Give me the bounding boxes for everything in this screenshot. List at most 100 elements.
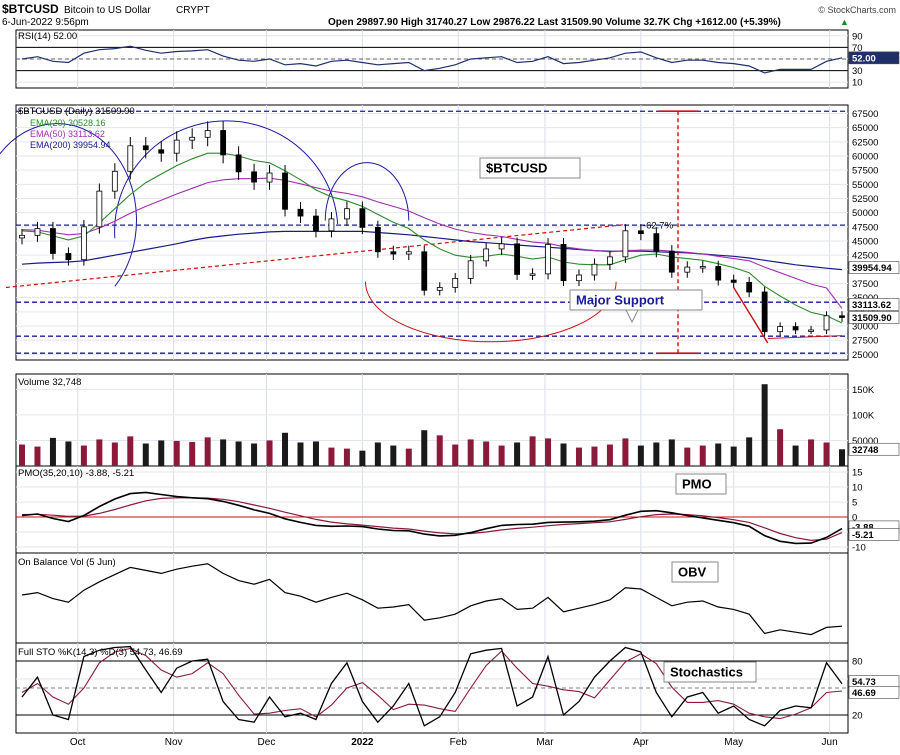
base-line [767,335,843,339]
y-tick-price-7: 50000 [852,208,878,219]
volume-bar [699,445,706,466]
volume-bar [823,442,830,466]
credit: © StockCharts.com [818,5,896,15]
candle-body [622,230,629,258]
volume-bar [498,445,505,466]
arc-top [114,120,339,239]
volume-bar [142,443,149,466]
symbol-title: $BTCUSD [2,2,59,16]
candle-body [467,260,474,279]
candle-body [576,274,582,282]
sto-d-line [21,647,843,720]
y-tick-rsi-4: 10 [852,78,863,89]
pmo-box-label-box [675,473,727,495]
volume-bar [96,439,103,466]
volume-bar [282,432,289,466]
pmo-signal-badge: -5.21 [852,530,874,541]
support-annotation: Major Support [576,293,665,308]
title-annotation: $BTCUSD [486,161,547,176]
volume-bar [483,441,490,466]
x-tick-label-3: 2022 [351,737,374,748]
candle-body [607,256,613,265]
candle-body [204,130,211,138]
panel-frame-volume [15,373,849,467]
volume-bar [421,430,428,466]
volume-bar [297,442,304,466]
sto-k-line [21,645,843,727]
candle-body [839,315,845,318]
rsi-last-badge: 52.00 [852,53,876,64]
candle-body [235,154,242,173]
candle-body [266,172,273,183]
obv-label: On Balance Vol (5 Jun) [18,557,116,568]
candle-body [436,287,443,291]
y-tick-sto-2: 20 [852,711,863,722]
candle-body [699,266,706,269]
candle-body [220,130,227,156]
volume-bar [808,439,815,466]
y-tick-pmo-1: 10 [852,483,863,494]
candle-body [374,226,381,253]
volume-bar [343,448,350,466]
candle-body [111,170,118,192]
pmo-badge: -3.88 [852,522,874,533]
panels-layer: 9070503010675006500062500600005750055000… [0,29,900,734]
sto-label: Full STO %K(14,3) %D(3) 54.73, 46.69 [18,647,183,658]
x-axis-labels: Oct Nov Dec 2022 Feb Mar Apr May Jun [70,737,838,748]
y-tick-volume-1: 100K [852,410,875,421]
volume-bar [235,441,242,466]
ema200-badge-bg [848,261,900,274]
obv-line [21,563,843,636]
volume-bar [622,438,629,466]
volume-bar [545,438,552,466]
y-tick-pmo-2: 5 [852,498,857,509]
rsi-label: RSI(14) 52.00 [18,31,77,42]
volume-bar [839,449,845,466]
volume-bar [606,444,613,466]
y-tick-price-2: 62500 [852,137,878,148]
ema50-badge-bg [848,298,900,311]
volume-bar [715,443,722,466]
support-pointer [625,309,639,324]
candle-body [173,139,180,154]
volume-bar [777,429,784,466]
volume-bar [374,442,381,466]
volume-bar [637,445,644,466]
volume-bar [220,439,227,466]
quote-line: Open 29897.90 High 31740.27 Low 29876.22… [328,17,781,28]
y-tick-pmo-3: 0 [852,513,857,524]
y-tick-rsi-1: 70 [852,43,863,54]
candle-body [390,251,397,255]
candle-body [359,208,366,228]
candle-body [127,145,134,172]
title-annotation-box [479,157,581,179]
rsi-line [21,45,843,74]
volume-bar [127,436,134,466]
y-tick-price-9: 45000 [852,237,878,248]
candle-body [142,145,149,151]
up-arrow-icon: ▲ [840,17,849,27]
security-name: Bitcoin to US Dollar [64,5,151,16]
y-tick-pmo-0: 15 [852,468,863,479]
y-tick-rsi-3: 30 [852,66,863,77]
y-tick-price-8: 47500 [852,222,878,233]
pmo-line [21,491,843,545]
volume-bar [529,436,536,466]
candle-body [50,228,56,254]
y-tick-price-0: 67500 [852,109,878,120]
ema200-badge: 39954.94 [852,263,892,274]
candle-body [421,251,428,291]
candle-body [823,315,830,331]
y-tick-price-1: 65000 [852,123,878,134]
candle-body [668,250,675,273]
y-tick-price-3: 60000 [852,152,878,163]
volume-bar [467,439,474,466]
sto-d-badge: 46.69 [852,688,876,699]
y-tick-price-10: 42500 [852,251,878,262]
ema50-badge: 33113.62 [852,300,891,311]
panel-frame-obv [15,552,849,644]
volume-bar [189,441,196,466]
volume-bar [514,442,521,466]
last-price-badge-bg [848,311,900,324]
sto-box-label-box [663,661,757,683]
